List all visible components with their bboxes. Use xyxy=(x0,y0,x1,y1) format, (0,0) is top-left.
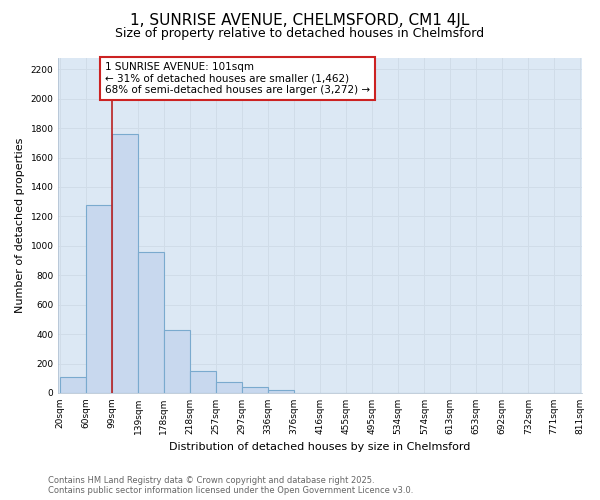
Text: Contains HM Land Registry data © Crown copyright and database right 2025.
Contai: Contains HM Land Registry data © Crown c… xyxy=(48,476,413,495)
Bar xyxy=(60,376,86,393)
Text: Size of property relative to detached houses in Chelmsford: Size of property relative to detached ho… xyxy=(115,28,485,40)
Text: 1, SUNRISE AVENUE, CHELMSFORD, CM1 4JL: 1, SUNRISE AVENUE, CHELMSFORD, CM1 4JL xyxy=(130,12,470,28)
Bar xyxy=(268,390,294,393)
X-axis label: Distribution of detached houses by size in Chelmsford: Distribution of detached houses by size … xyxy=(169,442,471,452)
Bar xyxy=(86,204,112,393)
Bar xyxy=(138,252,164,393)
Bar xyxy=(242,387,268,393)
Bar xyxy=(190,371,216,393)
Bar xyxy=(112,134,138,393)
Y-axis label: Number of detached properties: Number of detached properties xyxy=(15,138,25,313)
Text: 1 SUNRISE AVENUE: 101sqm
← 31% of detached houses are smaller (1,462)
68% of sem: 1 SUNRISE AVENUE: 101sqm ← 31% of detach… xyxy=(105,62,370,95)
Bar xyxy=(216,382,242,393)
Bar xyxy=(164,330,190,393)
